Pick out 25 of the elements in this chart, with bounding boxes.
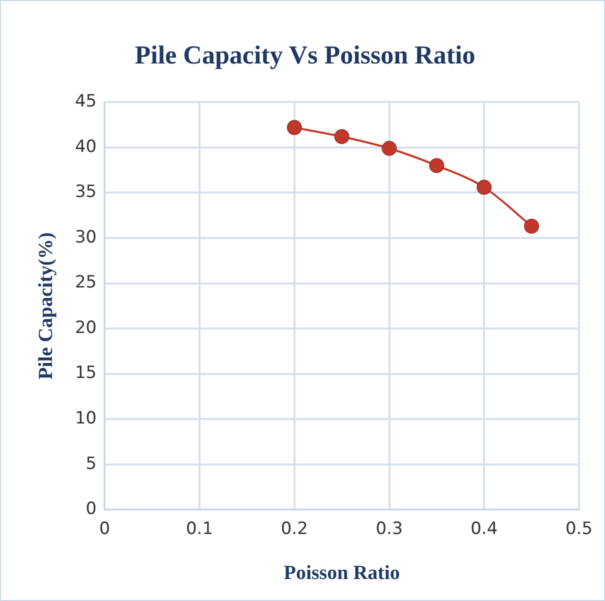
point (382, 140, 397, 156)
y-tick-label: 45 (74, 92, 97, 112)
point (286, 120, 302, 136)
y-tick-label: 10 (74, 408, 97, 428)
y-tick-label: 35 (74, 182, 97, 202)
point (334, 129, 350, 144)
point (476, 180, 492, 195)
chart-title: Pile Capacity Vs Poisson Ratio (134, 40, 476, 70)
y-tick-label: 0 (86, 499, 97, 520)
x-tick-label: 0.1 (186, 519, 214, 540)
y-tick-label: 5 (86, 454, 97, 474)
x-tick-label: 0.3 (376, 519, 403, 540)
y-tick-label: 40 (74, 136, 97, 157)
y-tick-label: 15 (74, 363, 97, 384)
y-tick-label: 20 (74, 318, 97, 338)
y-tick-label: 25 (74, 272, 97, 293)
x-tick-label: 0.4 (470, 519, 498, 540)
x-tick-label: 0.2 (280, 519, 308, 540)
point (429, 158, 444, 174)
point (524, 218, 540, 234)
y-tick-label: 30 (74, 227, 97, 248)
y-axis-title: Pile Capacity(%) (35, 232, 58, 380)
x-tick-label: 0 (99, 519, 110, 540)
x-axis-title: Poisson Ratio (284, 562, 400, 584)
x-tick-label: 0.5 (565, 519, 593, 540)
